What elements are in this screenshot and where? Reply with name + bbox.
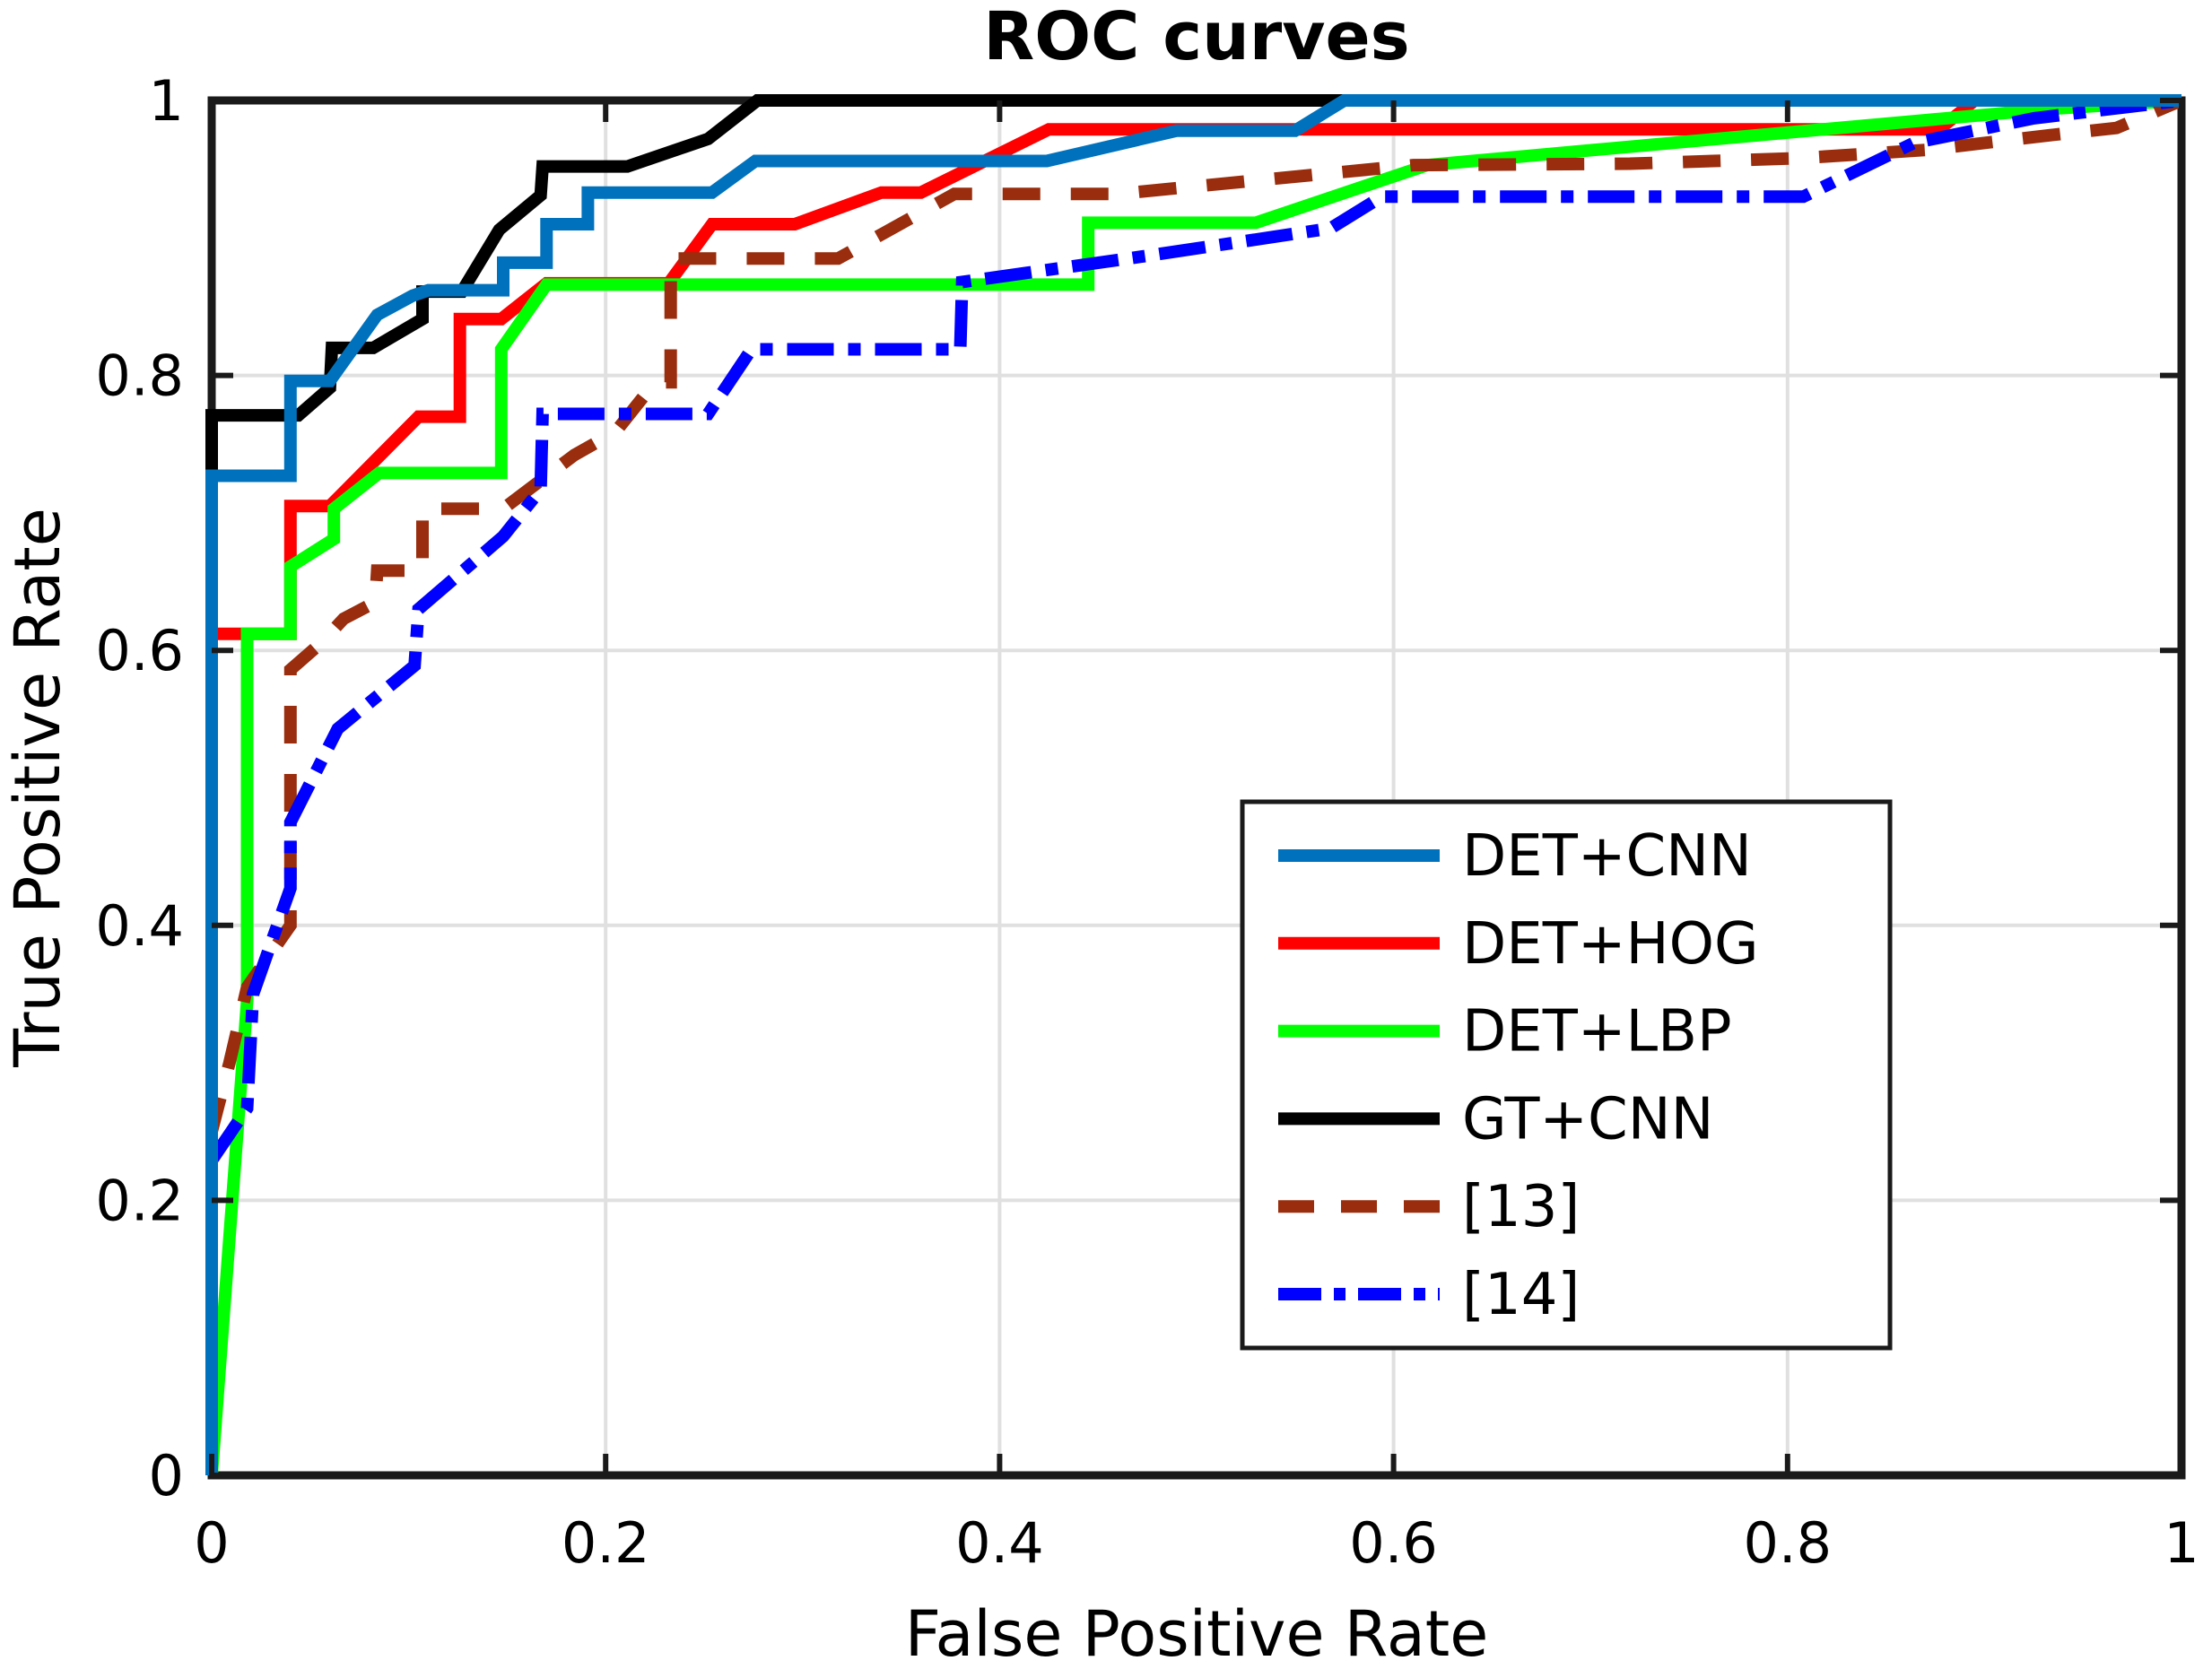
y-tick-label: 1 (149, 68, 184, 134)
x-axis-label: False Positive Rate (905, 1597, 1489, 1671)
y-tick-labels: 0 0.2 0.4 0.6 0.8 1 (95, 68, 184, 1508)
x-tick-label: 0.4 (955, 1510, 1044, 1576)
x-tick-label: 0 (194, 1510, 229, 1576)
y-axis-label: True Positive Rate (1, 508, 74, 1068)
gridlines (212, 100, 2182, 1475)
x-tick-label: 0.2 (562, 1510, 650, 1576)
legend-box (1240, 799, 1893, 1351)
legend-label-1: DET+CNN (1462, 823, 1752, 890)
legend-label-4: GT+CNN (1462, 1086, 1713, 1152)
curve-13 (205, 94, 2184, 1475)
legend-label-3: DET+LBP (1462, 999, 1732, 1065)
x-tick-label: 0.6 (1349, 1510, 1438, 1576)
y-tick-label: 0.6 (95, 618, 184, 683)
curves (205, 94, 2184, 1476)
y-tick-label: 0.8 (95, 343, 184, 409)
legend: DET+CNN DET+HOG DET+LBP GT+CNN [13] [14] (1240, 799, 1893, 1351)
legend-label-6: [14] (1462, 1262, 1580, 1328)
y-tick-label: 0.2 (95, 1168, 184, 1233)
curve-det-cnn (205, 94, 2182, 1475)
y-tick-label: 0.4 (95, 893, 184, 959)
legend-label-2: DET+HOG (1462, 911, 1759, 978)
chart-title: ROC curves (983, 0, 1409, 75)
x-tick-label: 1 (2164, 1510, 2199, 1576)
y-tick-label: 0 (149, 1443, 184, 1508)
legend-label-5: [13] (1462, 1174, 1580, 1240)
axis-ticks (209, 98, 2184, 1478)
x-tick-label: 0.8 (1743, 1510, 1832, 1576)
curve-14 (206, 94, 2182, 1164)
x-tick-labels: 0 0.2 0.4 0.6 0.8 1 (194, 1510, 2199, 1576)
curve-det-lbp (205, 94, 2182, 1476)
